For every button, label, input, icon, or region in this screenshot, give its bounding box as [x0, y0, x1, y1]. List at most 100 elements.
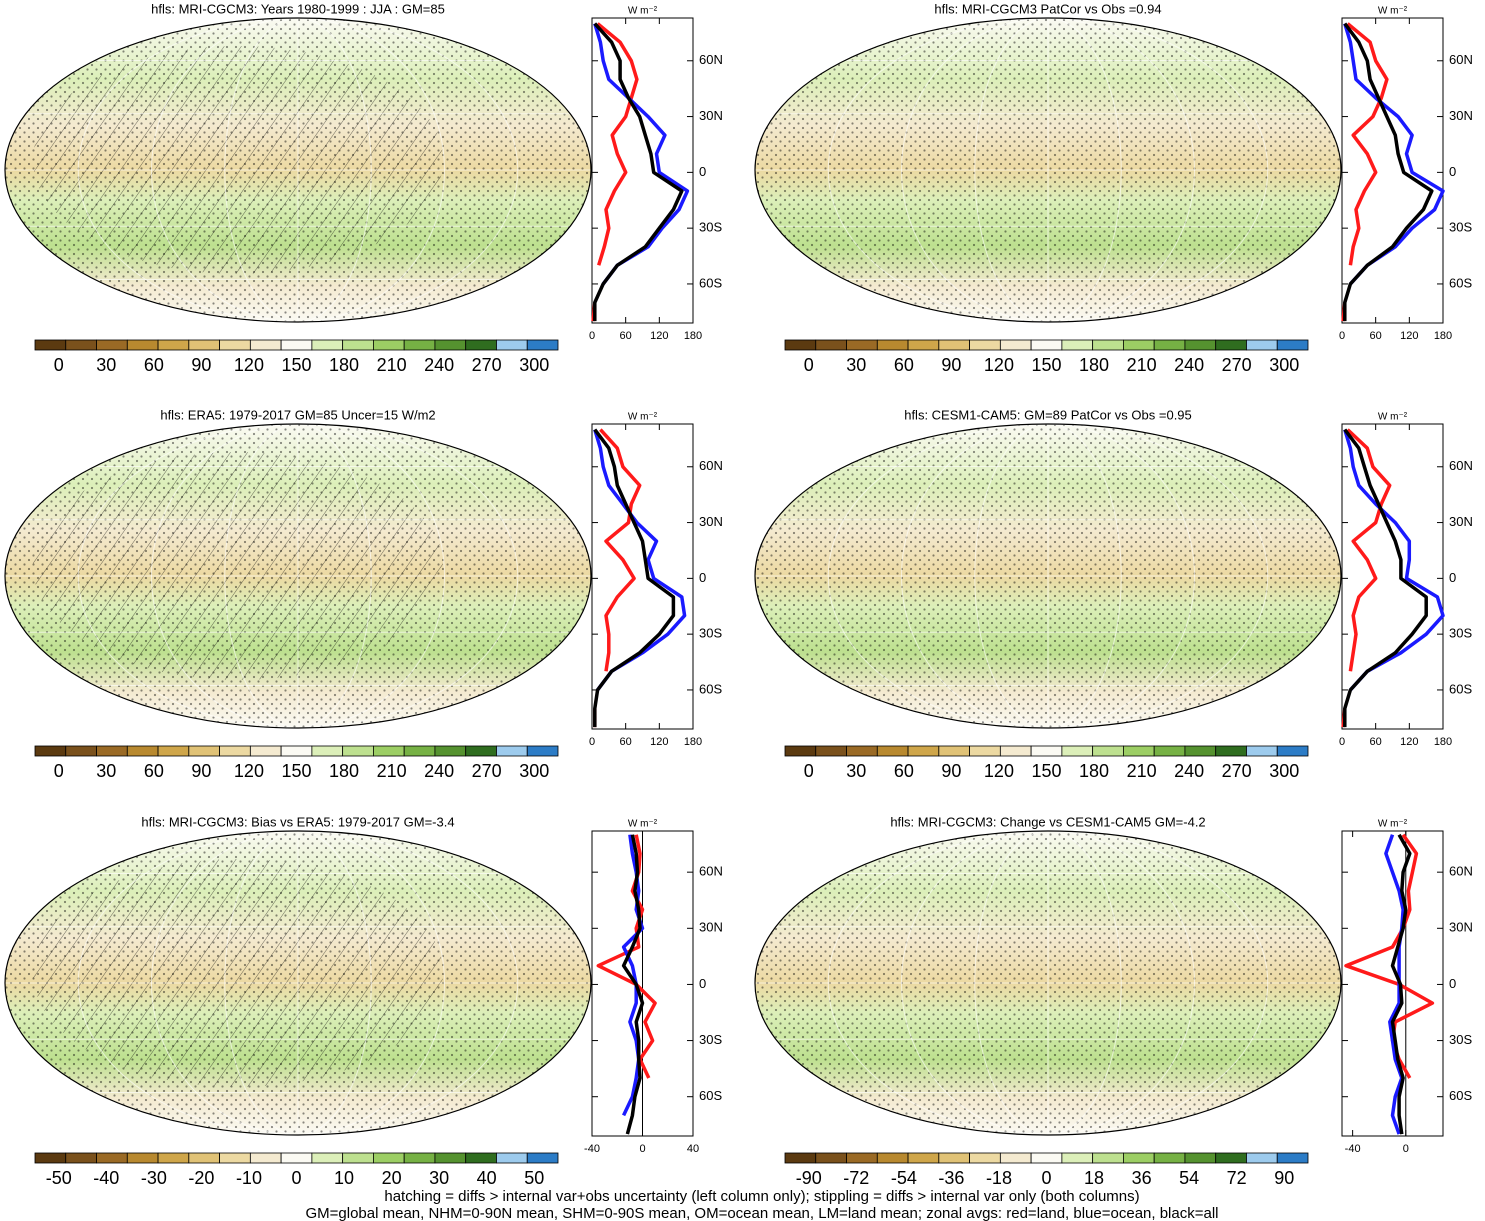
zonal-line — [1343, 22, 1434, 322]
colorbar-label: -40 — [93, 1168, 119, 1188]
plot-frame — [591, 17, 694, 324]
colorbar-label: 54 — [1179, 1168, 1199, 1188]
colorbar-box — [784, 745, 817, 757]
zonal-line — [1343, 429, 1445, 692]
colorbar-box — [969, 339, 1001, 351]
y-tick-label: 30S — [1449, 1032, 1472, 1047]
colorbar-box — [1123, 745, 1155, 757]
x-tick-label: 0 — [1339, 736, 1345, 748]
x-tick-label: 120 — [650, 736, 668, 748]
colorbar-label: 120 — [234, 355, 264, 375]
colorbar-box — [1092, 339, 1124, 351]
map-border — [4, 423, 592, 729]
colorbar-label: -72 — [843, 1168, 869, 1188]
y-tick-label: 30N — [1449, 514, 1473, 529]
colorbar-box — [65, 745, 97, 757]
colorbar-box — [126, 1152, 159, 1164]
colorbar-box — [280, 339, 313, 351]
colorbar-box — [34, 1152, 67, 1164]
colorbar-label: 270 — [472, 761, 502, 781]
y-tick-label: 60N — [699, 52, 723, 67]
colorbar-label: 90 — [941, 761, 961, 781]
zonal-line — [1390, 833, 1412, 1135]
x-tick-label: 60 — [1370, 736, 1382, 748]
colorbar-box — [1030, 745, 1063, 757]
colorbar-box — [280, 745, 313, 757]
colorbar-label: 300 — [1269, 355, 1299, 375]
y-tick-label: 30S — [699, 1032, 722, 1047]
colorbar-box — [846, 745, 878, 757]
colorbar-box — [1153, 1152, 1186, 1164]
y-tick-label: 60S — [699, 275, 722, 290]
colorbar-label: 40 — [477, 1168, 497, 1188]
units-label: W m⁻² — [1378, 6, 1408, 17]
colorbar-box — [1215, 745, 1247, 757]
colorbar-box — [342, 339, 374, 351]
colorbar-label: 0 — [804, 761, 814, 781]
colorbar-box — [815, 745, 847, 757]
colorbar-label: -90 — [796, 1168, 822, 1188]
y-tick-label: 60N — [1449, 52, 1473, 67]
units-label: W m⁻² — [628, 412, 658, 423]
map-title: hfls: MRI-CGCM3: Years 1980-1999 : JJA :… — [151, 1, 445, 16]
colorbar-box — [496, 745, 528, 757]
colorbar-label: 240 — [424, 761, 454, 781]
colorbar-label: 0 — [1041, 1168, 1051, 1188]
x-tick-label: -40 — [1345, 1143, 1361, 1155]
x-tick-label: -40 — [584, 1143, 600, 1155]
y-tick-label: 0 — [699, 164, 706, 179]
zonal-line — [593, 429, 687, 691]
x-tick-label: 0 — [1339, 330, 1345, 342]
colorbar-box — [219, 339, 251, 351]
colorbar-label: 120 — [234, 761, 264, 781]
colorbar-box — [526, 1152, 559, 1164]
zonal-line — [621, 834, 645, 1135]
x-tick-label: 180 — [684, 330, 702, 342]
colorbar-label: 30 — [96, 761, 116, 781]
colorbar-box — [815, 339, 847, 351]
colorbar-box — [1123, 1152, 1155, 1164]
colorbar-label: 30 — [96, 355, 116, 375]
colorbar-box — [188, 1152, 220, 1164]
colorbar-box — [373, 339, 405, 351]
colorbar-box — [1153, 339, 1186, 351]
colorbar-label: 0 — [291, 1168, 301, 1188]
colorbar-label: 0 — [804, 355, 814, 375]
colorbar-box — [1246, 339, 1278, 351]
colorbar-label: 30 — [846, 355, 866, 375]
colorbar-box — [876, 745, 909, 757]
colorbar-box — [373, 745, 405, 757]
colorbar-box — [434, 339, 467, 351]
map-title: hfls: ERA5: 1979-2017 GM=85 Uncer=15 W/m… — [160, 407, 435, 422]
colorbar-box — [1184, 745, 1217, 757]
y-tick-label: 30N — [1449, 108, 1473, 123]
y-tick-label: 30S — [1449, 220, 1472, 235]
colorbar-label: 150 — [1031, 355, 1061, 375]
colorbar-label: 180 — [1079, 761, 1109, 781]
colorbar-box — [157, 1152, 190, 1164]
colorbar-label: 180 — [329, 355, 359, 375]
colorbar-label: 60 — [894, 355, 914, 375]
colorbar-box — [126, 745, 159, 757]
x-tick-label: 180 — [1434, 736, 1452, 748]
colorbar-label: 300 — [519, 355, 549, 375]
colorbar-box — [157, 339, 190, 351]
x-tick-label: 180 — [1434, 330, 1452, 342]
map-border — [754, 830, 1342, 1136]
hatching — [32, 859, 444, 1087]
y-tick-label: 60N — [1449, 458, 1473, 473]
colorbar-box — [907, 745, 940, 757]
x-tick-label: 60 — [620, 330, 632, 342]
units-label: W m⁻² — [1378, 819, 1408, 830]
map-border — [754, 17, 1342, 323]
x-tick-label: 180 — [684, 736, 702, 748]
y-tick-label: 60S — [1449, 1088, 1472, 1103]
zonal-line — [593, 23, 690, 285]
colorbar-label: 72 — [1227, 1168, 1247, 1188]
colorbar-label: 240 — [1174, 761, 1204, 781]
colorbar-box — [311, 1152, 344, 1164]
colorbar-box — [311, 745, 344, 757]
colorbar-box — [403, 1152, 436, 1164]
colorbar-box — [1184, 339, 1217, 351]
y-tick-label: 30S — [699, 220, 722, 235]
